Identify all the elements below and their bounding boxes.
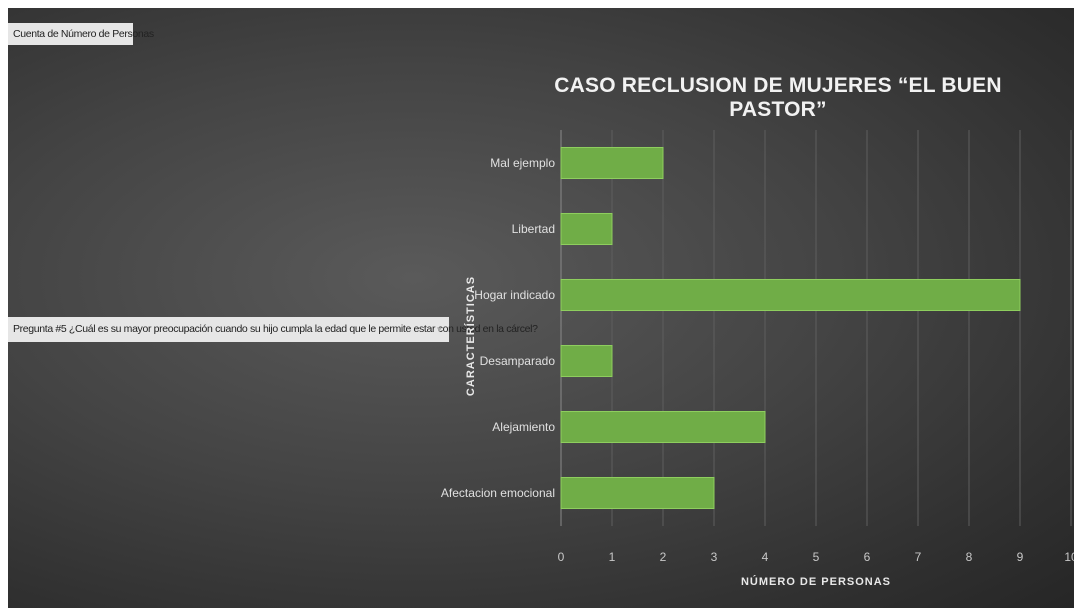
category-labels: Mal ejemplo Libertad Hogar indicado Desampa… bbox=[441, 156, 555, 500]
row-field-label: Pregunta #5 ¿Cuál es su mayor preocupaci… bbox=[13, 323, 538, 335]
category-label: Alejamiento bbox=[492, 420, 555, 434]
category-label: Hogar indicado bbox=[474, 288, 555, 302]
x-tick-label: 9 bbox=[1017, 550, 1024, 564]
x-tick-label: 8 bbox=[966, 550, 973, 564]
row-field-button[interactable]: Pregunta #5 ¿Cuál es su mayor preocupaci… bbox=[8, 317, 538, 342]
chart-title: CASO RECLUSION DE MUJERES “EL BUEN PASTO… bbox=[554, 74, 1002, 121]
bar[interactable] bbox=[560, 476, 715, 510]
category-label: Libertad bbox=[512, 222, 555, 236]
value-field-button[interactable]: Cuenta de Número de Personas bbox=[8, 23, 154, 45]
x-tick-label: 1 bbox=[609, 550, 616, 564]
x-tick-label: 0 bbox=[558, 550, 565, 564]
category-label: Afectacion emocional bbox=[441, 486, 555, 500]
filter-dropdown-icon[interactable]: ▼ bbox=[435, 325, 443, 334]
bar[interactable] bbox=[560, 146, 664, 180]
bars bbox=[560, 146, 1021, 510]
x-tick-label: 5 bbox=[813, 550, 820, 564]
x-tick-label: 4 bbox=[762, 550, 769, 564]
x-axis-title: NÚMERO DE PERSONAS bbox=[741, 575, 891, 588]
category-label: Mal ejemplo bbox=[490, 156, 555, 170]
bar[interactable] bbox=[560, 410, 766, 444]
x-tick-label: 6 bbox=[864, 550, 871, 564]
x-tick-label: 2 bbox=[660, 550, 667, 564]
x-tick-labels: 0 1 2 3 4 5 6 7 8 9 10 bbox=[558, 550, 1074, 564]
x-tick-label: 3 bbox=[711, 550, 718, 564]
bar-chart: Mal ejemplo Libertad Hogar indicado Desampa… bbox=[441, 130, 1074, 588]
x-tick-label: 10 bbox=[1064, 550, 1074, 564]
pivot-chart-area: Cuenta de Número de Personas Pregunta #5… bbox=[8, 8, 1074, 608]
y-axis-title: CARACTERÍSTICAS bbox=[464, 276, 477, 396]
bar[interactable] bbox=[560, 212, 613, 246]
bar[interactable] bbox=[560, 278, 1021, 312]
category-label: Desamparado bbox=[480, 354, 556, 368]
x-tick-label: 7 bbox=[915, 550, 922, 564]
bar[interactable] bbox=[560, 344, 613, 378]
gridlines bbox=[560, 130, 1072, 526]
